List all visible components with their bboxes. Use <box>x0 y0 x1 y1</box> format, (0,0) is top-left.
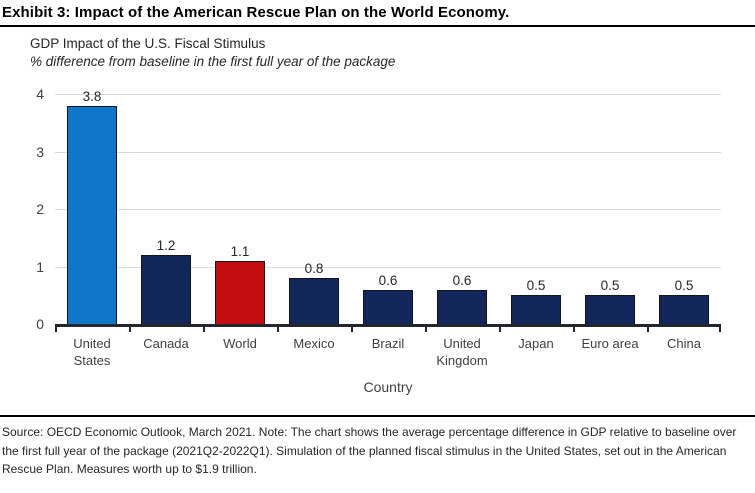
y-tick-label-4: 4 <box>36 86 44 103</box>
plot-area: 3.8 1.2 1.1 0.8 0.6 0.6 0.5 0.5 0.5 <box>55 89 721 333</box>
exhibit-header: Exhibit 3: Impact of the American Rescue… <box>0 0 755 27</box>
x-label-japan: Japan <box>518 336 554 352</box>
source-note: Source: OECD Economic Outlook, March 202… <box>2 425 737 477</box>
exhibit-title: Exhibit 3: Impact of the American Rescue… <box>2 4 510 21</box>
bar-canada: 1.2 <box>141 238 191 325</box>
value-label-united-states: 3.8 <box>82 88 102 104</box>
gridline-2 <box>55 209 721 211</box>
y-tick-label-2: 2 <box>36 201 44 218</box>
value-label-canada: 1.2 <box>156 238 176 254</box>
gridline-3 <box>55 151 721 153</box>
chart-title: GDP Impact of the U.S. Fiscal Stimulus <box>30 36 266 51</box>
x-label-china: China <box>667 336 701 352</box>
value-label-china: 0.5 <box>674 278 694 294</box>
chart-subtitle: % difference from baseline in the first … <box>30 53 396 69</box>
x-axis-tick <box>55 324 57 333</box>
value-label-brazil: 0.6 <box>378 272 398 288</box>
value-label-united-kingdom: 0.6 <box>452 272 472 288</box>
bar-slot-world: 1.1 <box>203 94 277 325</box>
bar-united-states: 3.8 <box>67 89 117 325</box>
bar-slot-brazil: 0.6 <box>351 94 425 325</box>
bars-container: 3.8 1.2 1.1 0.8 0.6 0.6 0.5 0.5 0.5 <box>55 89 721 325</box>
bar-japan: 0.5 <box>511 278 561 325</box>
bar-slot-united-kingdom: 0.6 <box>425 94 499 325</box>
x-label-united-states: United States <box>73 336 111 368</box>
bar-united-kingdom: 0.6 <box>437 273 487 325</box>
bar-mexico: 0.8 <box>289 261 339 325</box>
y-tick-label-0: 0 <box>36 316 44 333</box>
x-label-united-kingdom: United Kingdom <box>436 336 488 368</box>
x-axis-tick <box>128 324 131 333</box>
chart-titles: GDP Impact of the U.S. Fiscal Stimulus %… <box>30 35 755 70</box>
bar-world: 1.1 <box>215 244 265 325</box>
x-axis-tick <box>719 324 721 333</box>
x-axis-tick <box>276 324 279 333</box>
x-label-mexico: Mexico <box>293 336 335 352</box>
bar-slot-canada: 1.2 <box>129 94 203 325</box>
x-axis-tick <box>646 324 649 333</box>
bar-china: 0.5 <box>659 278 709 325</box>
value-label-world: 1.1 <box>230 243 250 259</box>
y-tick-label-3: 3 <box>36 143 44 160</box>
bar-brazil: 0.6 <box>363 273 413 325</box>
gridline-4 <box>55 94 721 96</box>
x-label-canada: Canada <box>143 336 189 352</box>
x-axis-tick <box>573 324 575 333</box>
footer: Source: OECD Economic Outlook, March 202… <box>0 415 755 479</box>
bar-slot-japan: 0.5 <box>499 94 573 325</box>
bar-slot-euro-area: 0.5 <box>573 94 647 325</box>
x-axis-tick <box>498 324 501 333</box>
gridline-1 <box>55 266 721 268</box>
bar-slot-mexico: 0.8 <box>277 94 351 325</box>
x-axis-tick <box>425 324 427 333</box>
x-axis-title: Country <box>363 379 413 396</box>
x-label-world: World <box>223 336 257 352</box>
x-axis-tick <box>350 324 353 333</box>
bar-slot-china: 0.5 <box>647 94 721 325</box>
y-tick-label-1: 1 <box>36 258 44 275</box>
bar-euro-area: 0.5 <box>585 278 635 325</box>
bar-slot-united-states: 3.8 <box>55 89 129 325</box>
x-label-brazil: Brazil <box>371 336 405 352</box>
x-axis-labels: United States Canada World Mexico Brazil Unit… <box>55 336 721 370</box>
x-label-euro-area: Euro area <box>581 336 639 352</box>
x-axis-tick <box>202 324 205 333</box>
value-label-euro-area: 0.5 <box>600 278 620 294</box>
value-label-japan: 0.5 <box>526 278 546 294</box>
value-label-mexico: 0.8 <box>304 261 324 277</box>
bar-chart: 3.8 1.2 1.1 0.8 0.6 0.6 0.5 0.5 0.5 United State… <box>0 74 755 406</box>
